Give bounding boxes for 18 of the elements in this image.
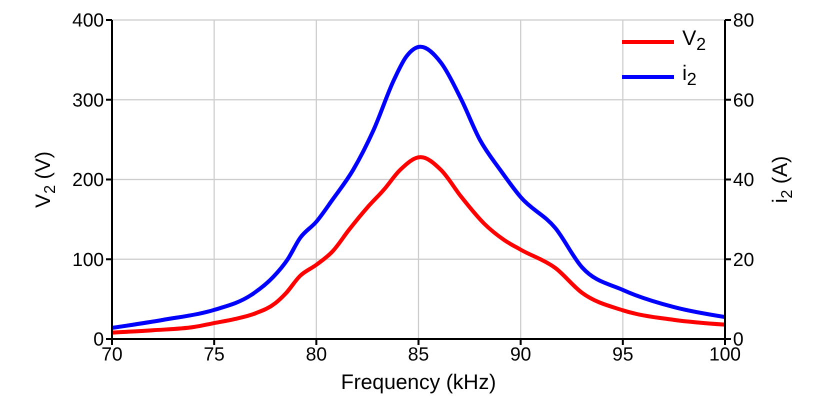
x-tick-label: 80 — [306, 344, 327, 366]
y2-tick-label: 20 — [733, 250, 754, 271]
legend-label: V$_{2}$ — [682, 26, 706, 56]
y2-tick-label: 40 — [733, 170, 754, 192]
x-tick-label: 75 — [204, 344, 225, 366]
x-axis-title: Frequency (kHz) — [340, 371, 496, 394]
y2-tick-label: 80 — [733, 10, 754, 32]
line-series — [112, 155, 725, 335]
x-tick-label: 90 — [510, 344, 532, 366]
y2-tick-label: 60 — [733, 90, 754, 112]
y-tick-label: 400 — [72, 10, 104, 32]
y-tick-label: 200 — [72, 170, 104, 192]
y-tick-label: 300 — [72, 90, 104, 112]
legend-label: i$_{2}$ — [682, 61, 697, 92]
x-tick-label: 70 — [101, 344, 123, 366]
y-tick-label: 100 — [72, 250, 104, 271]
x-tick-label: 95 — [612, 344, 634, 366]
x-tick-label: 85 — [408, 344, 430, 366]
